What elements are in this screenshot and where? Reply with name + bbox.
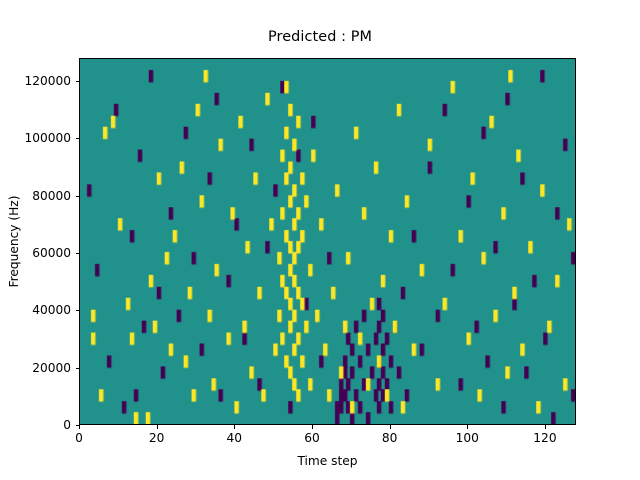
x-axis-label: Time step bbox=[297, 454, 358, 468]
heatmap-image bbox=[80, 59, 575, 424]
y-tick-label: 40000 bbox=[32, 303, 71, 318]
x-tick-mark bbox=[234, 425, 236, 429]
y-tick-mark bbox=[75, 367, 79, 369]
y-tick-mark bbox=[75, 138, 79, 140]
y-tick-mark bbox=[75, 425, 79, 426]
x-tick-label: 40 bbox=[226, 431, 243, 445]
page-title: Predicted : PM bbox=[267, 29, 373, 45]
x-tick-mark bbox=[544, 425, 546, 429]
x-tick-label: 60 bbox=[304, 431, 320, 445]
y-tick-mark bbox=[75, 252, 79, 254]
x-tick-mark bbox=[389, 425, 391, 429]
x-tick-mark bbox=[79, 425, 80, 429]
heatmap-axes bbox=[79, 58, 576, 425]
x-tick-label: 80 bbox=[381, 431, 398, 445]
y-tick-label: 100000 bbox=[24, 131, 71, 146]
x-tick-mark bbox=[311, 425, 313, 429]
y-tick-label: 80000 bbox=[32, 188, 71, 203]
y-tick-mark bbox=[75, 80, 79, 82]
x-tick-label: 20 bbox=[148, 431, 165, 445]
x-tick-label: 100 bbox=[455, 431, 479, 445]
y-tick-label: 60000 bbox=[32, 245, 71, 260]
y-axis-label: Frequency (Hz) bbox=[7, 195, 21, 288]
y-tick-mark bbox=[75, 310, 79, 312]
y-tick-mark bbox=[75, 195, 79, 197]
y-tick-label: 0 bbox=[63, 418, 71, 432]
y-tick-label: 120000 bbox=[24, 73, 71, 88]
x-tick-label: 0 bbox=[75, 431, 83, 445]
x-tick-mark bbox=[467, 425, 469, 429]
y-tick-label: 20000 bbox=[32, 360, 71, 375]
x-tick-mark bbox=[156, 425, 158, 429]
x-tick-label: 120 bbox=[533, 431, 557, 445]
